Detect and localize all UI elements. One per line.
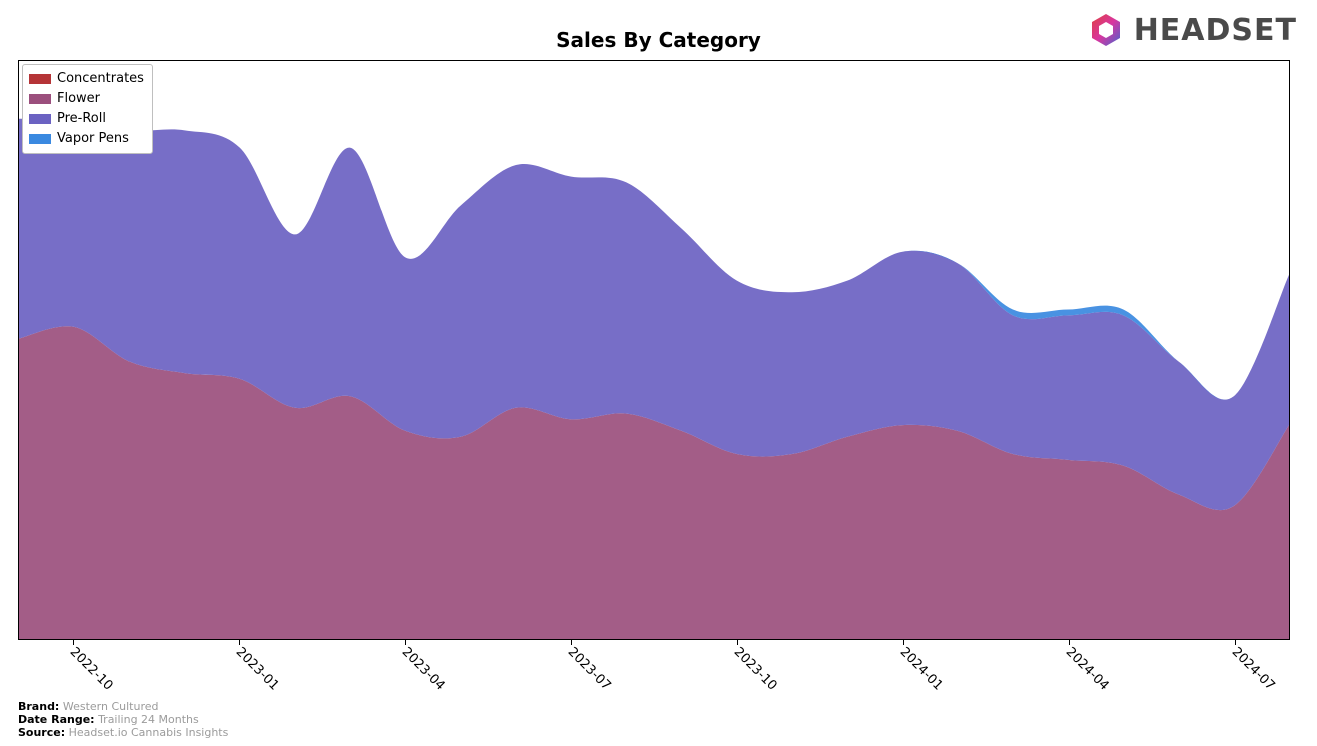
chart-x-axis: 2022-102023-012023-042023-072023-102024-… (18, 640, 1290, 690)
chart-title: Sales By Category (0, 28, 1317, 52)
chart-svg (19, 61, 1289, 639)
legend-item-flower: Flower (29, 89, 144, 109)
chart-legend: ConcentratesFlowerPre-RollVapor Pens (22, 64, 153, 154)
legend-item-pre-roll: Pre-Roll (29, 109, 144, 129)
x-tick-label: 2024-01 (896, 645, 945, 694)
meta-brand-label: Brand: (18, 700, 59, 713)
legend-swatch (29, 134, 51, 144)
x-tick-mark (1069, 640, 1070, 645)
x-tick-label: 2022-10 (67, 645, 116, 694)
meta-date-range-value: Trailing 24 Months (98, 713, 199, 726)
legend-swatch (29, 74, 51, 84)
page-container: HEADSET Sales By Category ConcentratesFl… (0, 0, 1317, 746)
legend-label: Flower (57, 89, 100, 109)
meta-brand: Brand: Western Cultured (18, 700, 228, 713)
meta-source: Source: Headset.io Cannabis Insights (18, 726, 228, 739)
legend-swatch (29, 114, 51, 124)
chart-plot-area (18, 60, 1290, 640)
x-tick-mark (903, 640, 904, 645)
x-tick-mark (737, 640, 738, 645)
x-tick-label: 2023-04 (399, 645, 448, 694)
meta-date-range: Date Range: Trailing 24 Months (18, 713, 228, 726)
legend-item-concentrates: Concentrates (29, 69, 144, 89)
legend-label: Concentrates (57, 69, 144, 89)
x-tick-mark (239, 640, 240, 645)
legend-swatch (29, 94, 51, 104)
x-tick-label: 2023-07 (565, 645, 614, 694)
x-tick-label: 2023-01 (233, 645, 282, 694)
x-tick-label: 2024-04 (1062, 645, 1111, 694)
legend-label: Vapor Pens (57, 129, 129, 149)
x-tick-label: 2024-07 (1228, 645, 1277, 694)
x-tick-mark (405, 640, 406, 645)
legend-label: Pre-Roll (57, 109, 106, 129)
chart-metadata: Brand: Western Cultured Date Range: Trai… (18, 700, 228, 739)
x-tick-mark (1235, 640, 1236, 645)
meta-date-range-label: Date Range: (18, 713, 95, 726)
meta-brand-value: Western Cultured (63, 700, 159, 713)
legend-item-vapor-pens: Vapor Pens (29, 129, 144, 149)
meta-source-label: Source: (18, 726, 65, 739)
x-tick-mark (73, 640, 74, 645)
meta-source-value: Headset.io Cannabis Insights (69, 726, 229, 739)
x-tick-label: 2023-10 (731, 645, 780, 694)
x-tick-mark (571, 640, 572, 645)
